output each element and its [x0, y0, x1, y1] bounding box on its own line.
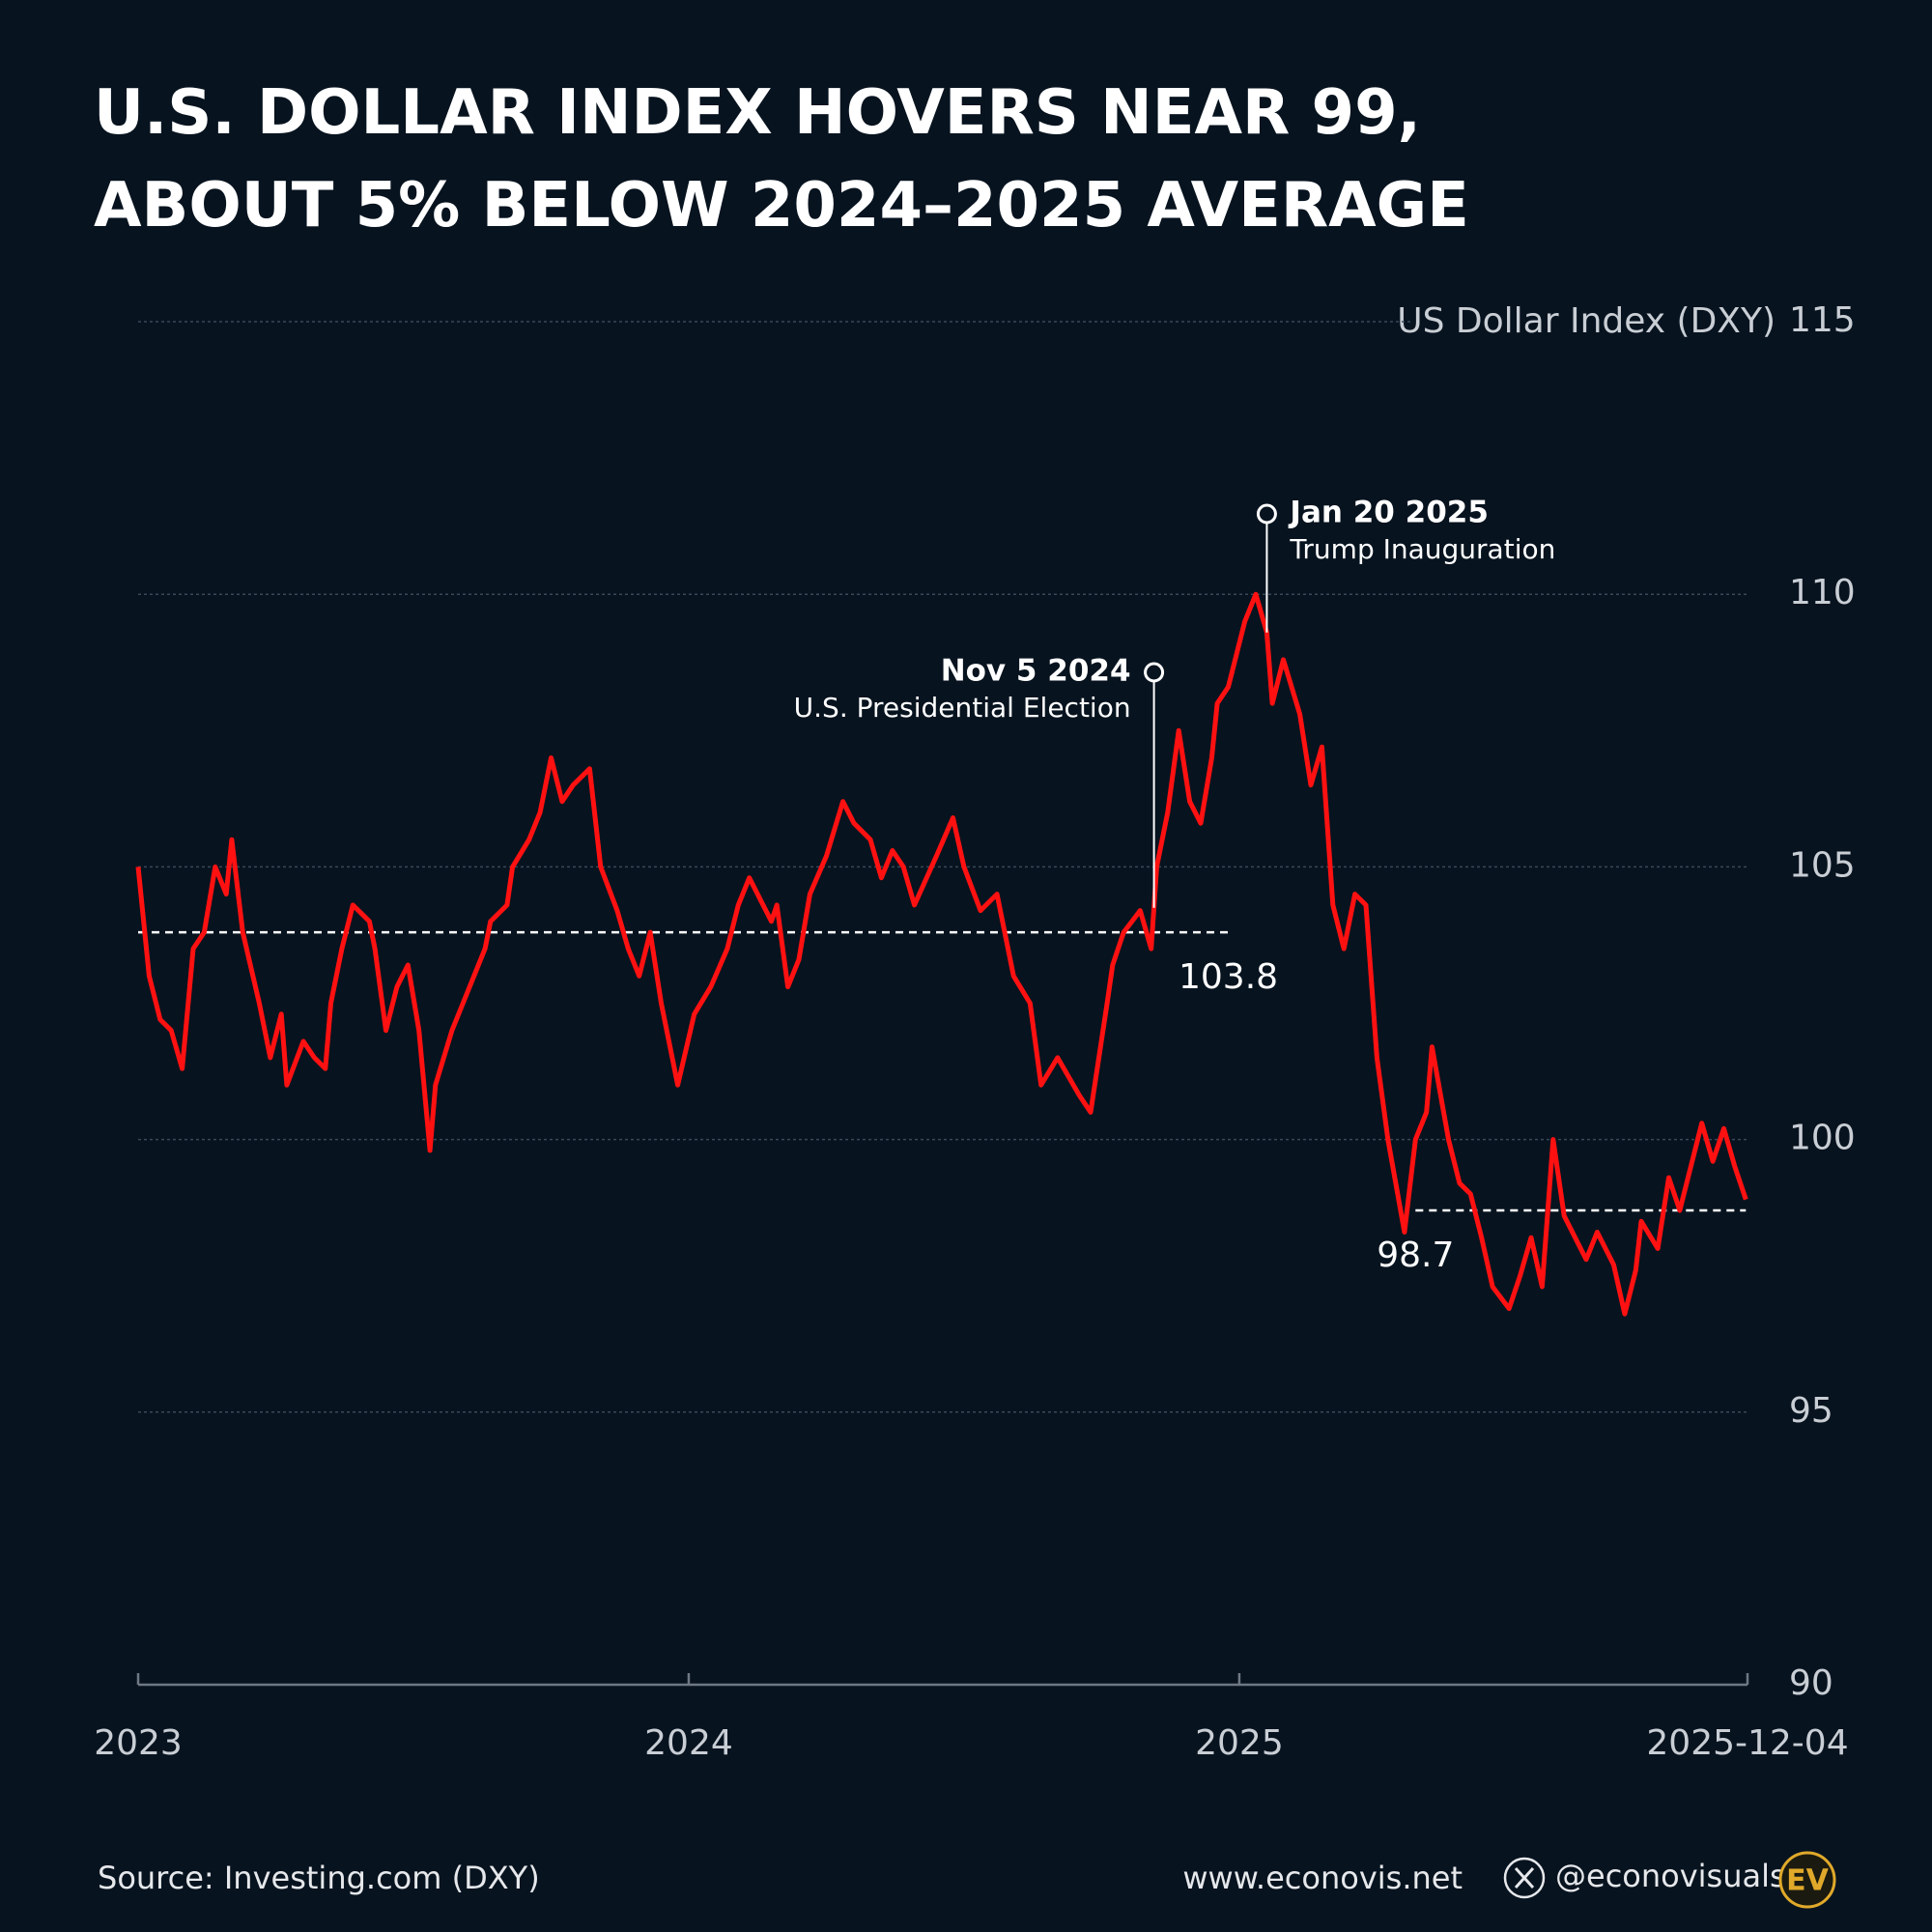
y-tick-label: 115 [1789, 300, 1856, 340]
annotation-text: Trump Inauguration [1289, 533, 1555, 565]
x-tick-label: 2023 [94, 1723, 183, 1763]
annotation-date: Nov 5 2024 [941, 654, 1131, 689]
y-tick-label: 90 [1789, 1663, 1833, 1703]
x-tick-label: 2025 [1195, 1723, 1284, 1763]
y-tick-label: 95 [1789, 1391, 1833, 1431]
y-axis-title: US Dollar Index (DXY) [1397, 301, 1776, 341]
y-tick-label: 105 [1789, 845, 1856, 885]
data-line [135, 591, 1748, 1317]
source: Source: Investing.com (DXY) [98, 1860, 540, 1896]
handle: @econovisuals [1555, 1858, 1786, 1894]
x-tick-label: 2024 [644, 1723, 733, 1763]
website: www.econovis.net [1182, 1860, 1463, 1896]
x-tick-label: 2025-12-04 [1646, 1723, 1848, 1763]
average-label: 98.7 [1377, 1236, 1454, 1275]
chart-title: ABOUT 5% BELOW 2024–2025 AVERAGE [94, 170, 1469, 242]
logo: EV [1786, 1864, 1829, 1898]
average-label: 103.8 [1179, 957, 1278, 997]
y-tick-label: 100 [1789, 1119, 1856, 1158]
y-tick-label: 110 [1789, 573, 1856, 612]
annotation-marker [1256, 503, 1277, 525]
x-icon [1503, 1857, 1546, 1899]
annotation-marker [1144, 662, 1165, 683]
annotation-text: U.S. Presidential Election [794, 692, 1131, 724]
annotation-date: Jan 20 2025 [1288, 496, 1489, 530]
logo-circle [1778, 1851, 1836, 1909]
chart-title: U.S. DOLLAR INDEX HOVERS NEAR 99, [94, 77, 1421, 149]
